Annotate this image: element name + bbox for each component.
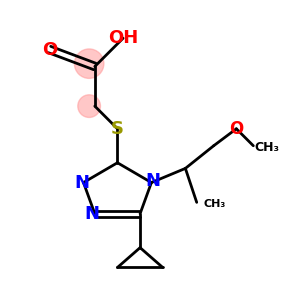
Text: O: O (229, 120, 244, 138)
Text: CH₃: CH₃ (204, 199, 226, 209)
Text: N: N (75, 174, 90, 192)
Text: N: N (145, 172, 160, 190)
Circle shape (74, 49, 104, 78)
Text: O: O (42, 40, 57, 58)
Text: OH: OH (108, 29, 138, 47)
Circle shape (78, 95, 100, 117)
Text: S: S (111, 120, 124, 138)
Text: CH₃: CH₃ (255, 141, 280, 154)
Text: N: N (85, 205, 100, 223)
